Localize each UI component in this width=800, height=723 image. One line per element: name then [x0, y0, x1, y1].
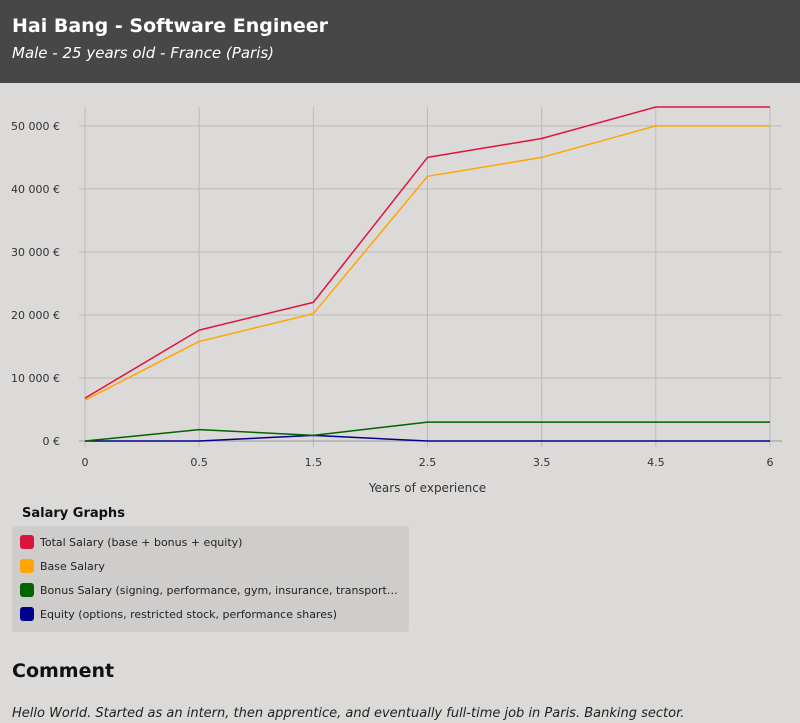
y-tick-label: 0 € [43, 435, 61, 448]
comment-text: Hello World. Started as an intern, then … [12, 706, 685, 721]
x-tick-label: 3.5 [533, 456, 551, 469]
series-layer [84, 106, 770, 442]
grid-layer [79, 107, 782, 447]
series-line-total-salary [84, 106, 770, 399]
x-tick-label: 2.5 [419, 456, 437, 469]
salary-chart: 0 € 10 000 € 20 000 € 30 000 € 40 000 € 50 00… [0, 83, 800, 503]
y-tick-label: 40 000 € [11, 183, 60, 196]
legend-item-total-salary[interactable]: Total Salary (base + bonus + equity) [20, 533, 400, 551]
legend-swatch-total [20, 535, 34, 549]
legend-item-base-salary[interactable]: Base Salary [20, 557, 400, 575]
legend-swatch-bonus [20, 583, 34, 597]
legend-label-base: Base Salary [40, 559, 105, 573]
legend-label-total: Total Salary (base + bonus + equity) [40, 535, 243, 549]
chart-legend: Total Salary (base + bonus + equity) Bas… [12, 526, 409, 632]
label-layer: 0 € 10 000 € 20 000 € 30 000 € 40 000 € 50 00… [11, 120, 773, 495]
x-tick-label: 1.5 [305, 456, 323, 469]
legend-label-equity: Equity (options, restricted stock, perfo… [40, 607, 337, 621]
page-header: Hai Bang - Software Engineer Male - 25 y… [0, 0, 800, 83]
x-tick-label: 4.5 [647, 456, 665, 469]
page-title: Hai Bang - Software Engineer [12, 15, 329, 37]
y-tick-label: 10 000 € [11, 372, 60, 385]
y-tick-label: 50 000 € [11, 120, 60, 133]
x-tick-label: 0.5 [190, 456, 208, 469]
legend-swatch-base [20, 559, 34, 573]
series-line-bonus-salary [84, 421, 770, 442]
legend-label-bonus: Bonus Salary (signing, performance, gym,… [40, 583, 400, 597]
series-line-equity [85, 434, 770, 442]
legend-item-equity[interactable]: Equity (options, restricted stock, perfo… [20, 605, 400, 623]
series-line-base-salary [84, 125, 770, 401]
y-tick-label: 20 000 € [11, 309, 60, 322]
y-tick-label: 30 000 € [11, 246, 60, 259]
x-axis-label: Years of experience [368, 481, 486, 495]
page-subtitle: Male - 25 years old - France (Paris) [12, 44, 275, 62]
legend-item-bonus-salary[interactable]: Bonus Salary (signing, performance, gym,… [20, 581, 400, 599]
legend-title: Salary Graphs [22, 506, 125, 521]
x-tick-label: 6 [767, 456, 774, 469]
comment-heading: Comment [12, 660, 115, 682]
legend-swatch-equity [20, 607, 34, 621]
x-tick-label: 0 [82, 456, 89, 469]
salary-line-chart: 0 € 10 000 € 20 000 € 30 000 € 40 000 € 50 00… [11, 106, 782, 495]
